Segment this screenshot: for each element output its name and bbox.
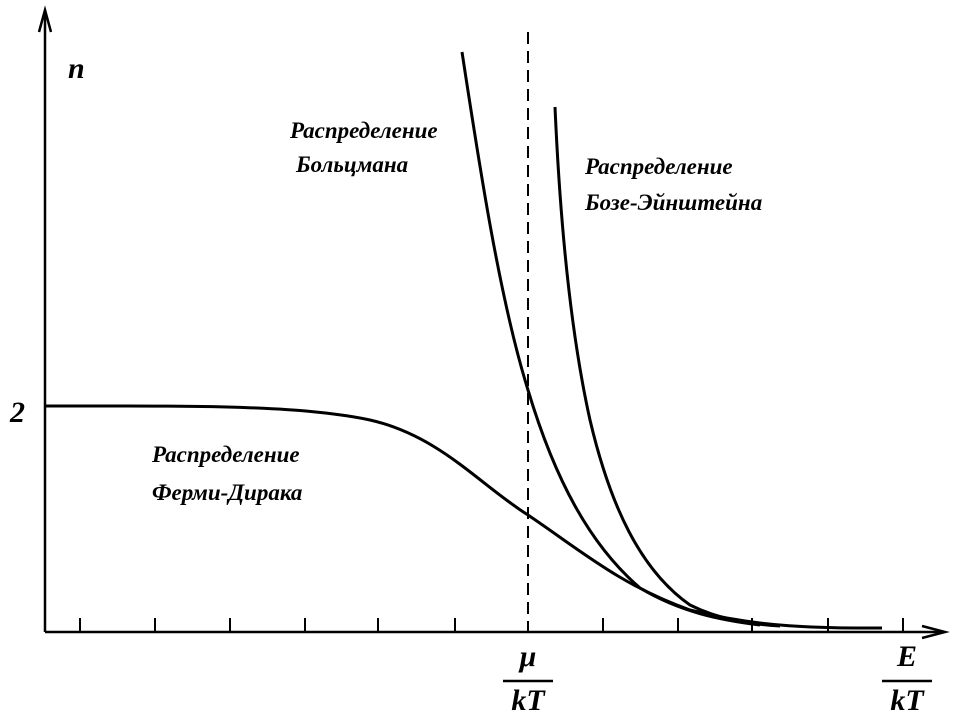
curve-label: Ферми-Дирака	[152, 480, 302, 505]
y-tick-label: 2	[9, 396, 25, 429]
x-mark-denominator: kT	[511, 684, 546, 717]
curve-label: Распределение	[289, 118, 438, 143]
curve-label: Больцмана	[295, 152, 408, 177]
curve-label: Бозе-Эйнштейна	[584, 190, 762, 215]
x-mark-denominator: kT	[890, 684, 925, 717]
x-arrow	[921, 624, 950, 640]
boltzmann-curve	[460, 51, 761, 627]
curve-label: Распределение	[151, 442, 300, 467]
x-mark-numerator: E	[896, 640, 917, 673]
x-mark-numerator: μ	[518, 640, 537, 673]
bose-einstein-curve	[553, 106, 781, 628]
curve-label: Распределение	[584, 154, 733, 179]
fermi-dirac-curve	[44, 404, 883, 630]
y-arrow	[37, 5, 53, 33]
y-axis-label: n	[68, 52, 85, 85]
axes	[37, 5, 950, 640]
